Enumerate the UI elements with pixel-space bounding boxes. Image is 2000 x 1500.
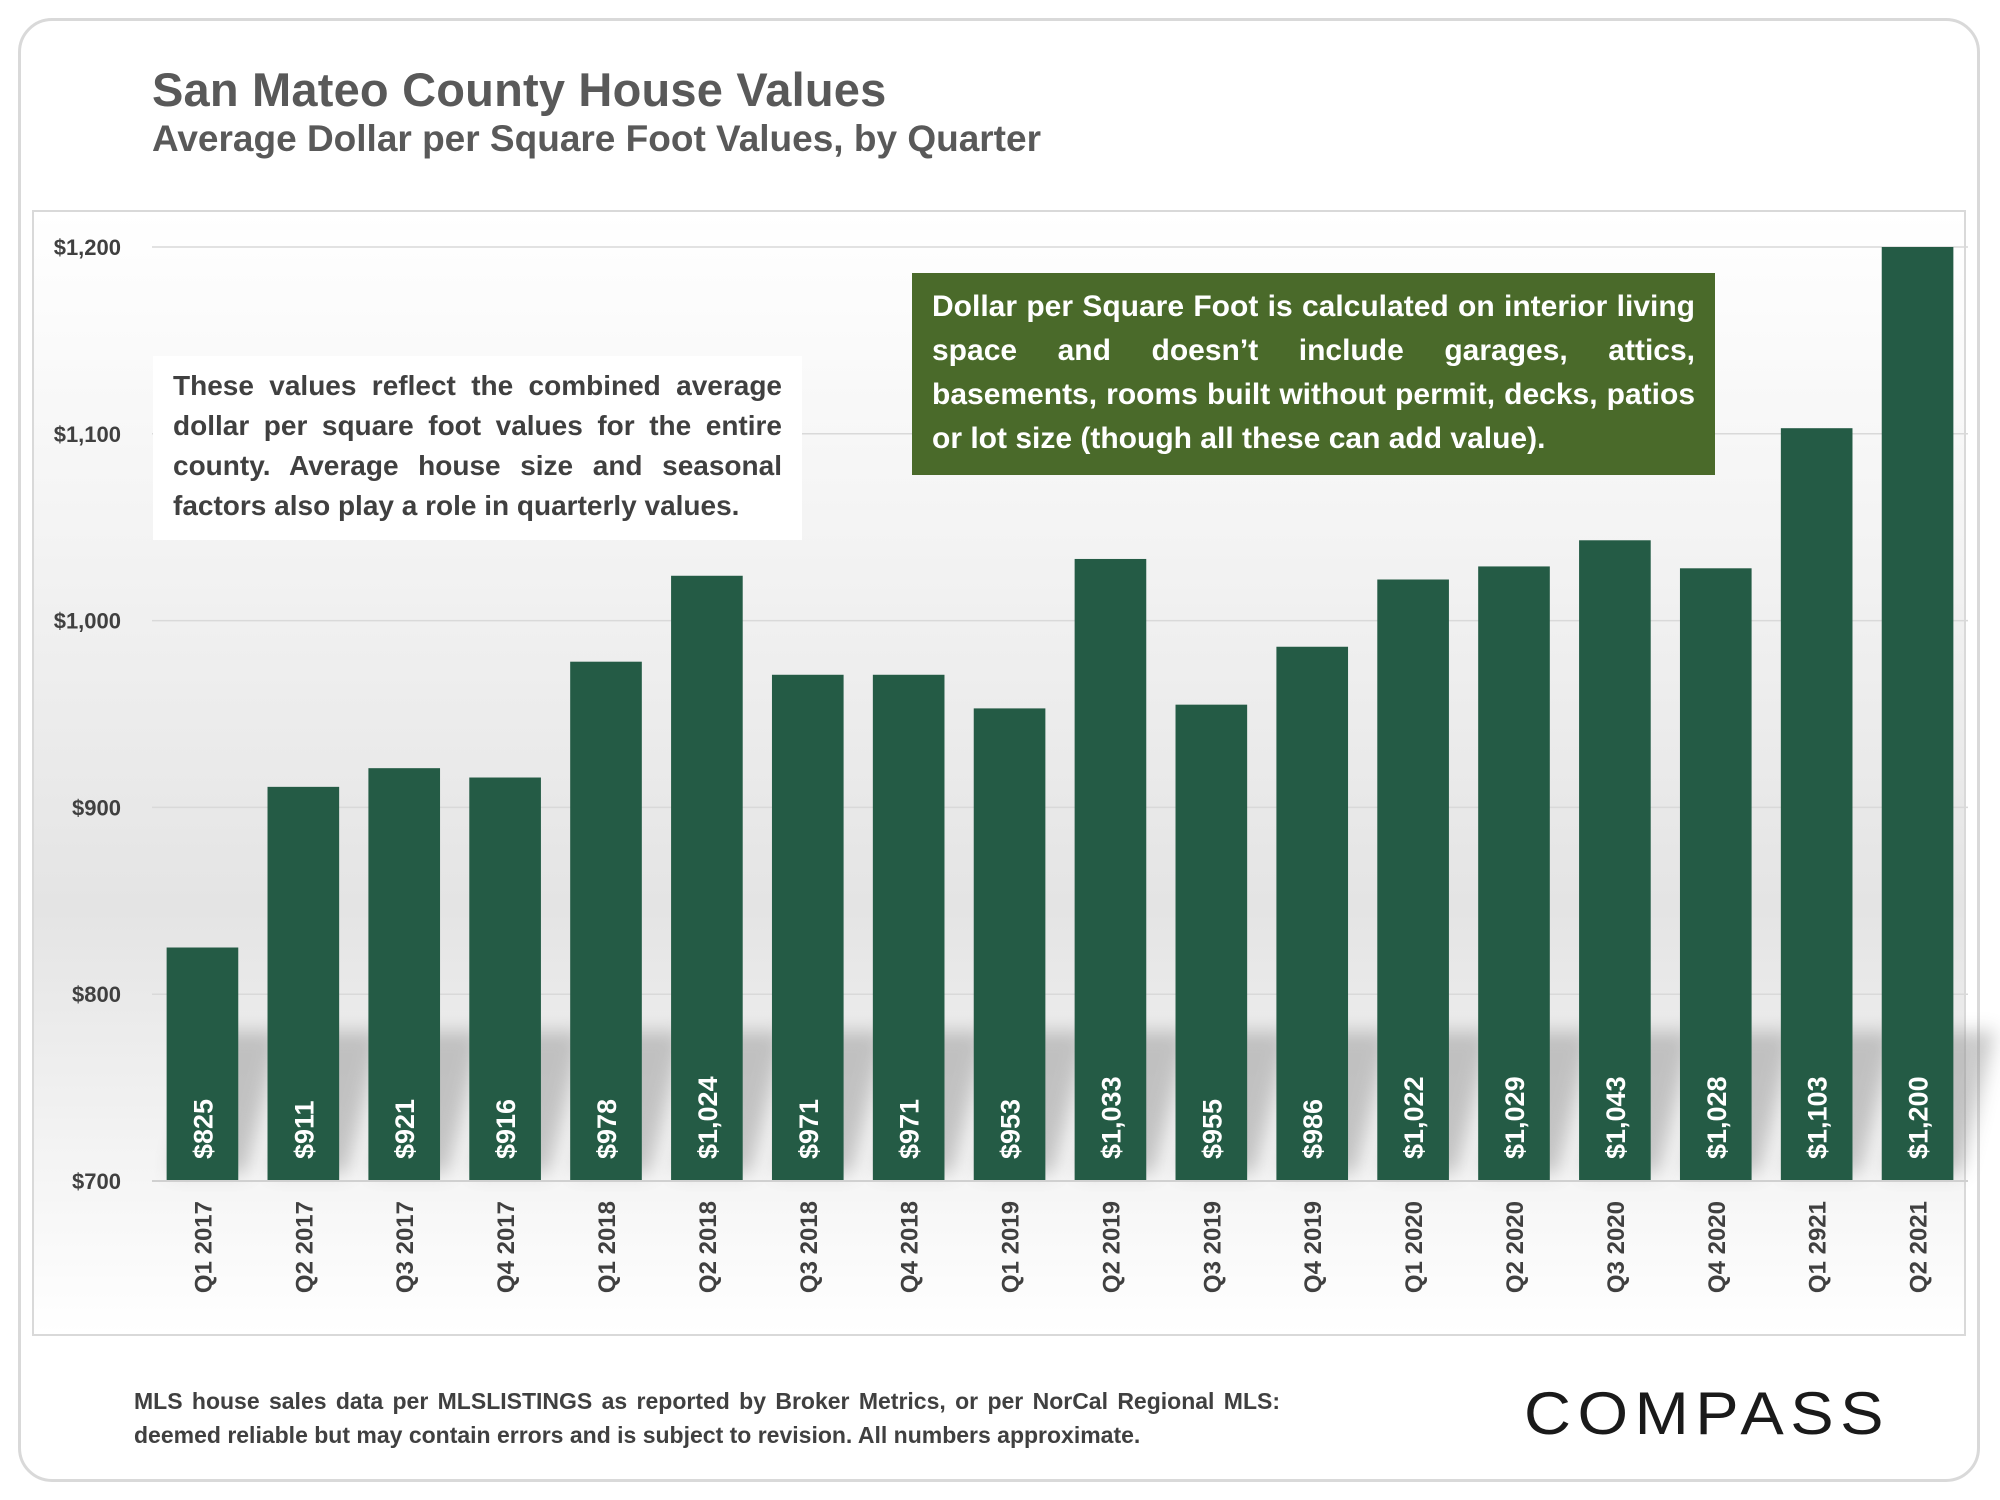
compass-logo: COMPASS (1524, 1380, 1890, 1447)
x-tick-label: Q2 2020 (1502, 1201, 1529, 1293)
x-tick-label: Q4 2017 (493, 1201, 520, 1293)
x-tick-label: Q1 2020 (1401, 1201, 1428, 1293)
bar (1881, 247, 1954, 1181)
x-tick-label: Q2 2019 (1098, 1201, 1125, 1293)
bar (1175, 704, 1248, 1181)
bar (1478, 566, 1550, 1181)
x-tick-label: Q3 2017 (392, 1201, 419, 1293)
bar (570, 661, 642, 1181)
chart-title: San Mateo County House Values (152, 63, 887, 116)
bar-value-label: $921 (390, 1099, 420, 1159)
bar-value-label: $953 (996, 1099, 1026, 1159)
y-tick-label: $1,100 (54, 422, 121, 447)
bar (671, 575, 743, 1181)
x-tick-label: Q4 2020 (1704, 1201, 1731, 1293)
x-tick-label: Q1 2019 (998, 1201, 1025, 1293)
x-axis: Q1 2017 Q2 2017 Q3 2017 Q4 2017 Q1 2018 Q2 20… (152, 1180, 1968, 1293)
y-tick-label: $800 (72, 982, 121, 1007)
right-note-box: Dollar per Square Foot is calculated on … (912, 273, 1715, 475)
bar-value-label: $971 (895, 1099, 925, 1159)
left-note-box: These values reflect the combined averag… (153, 356, 802, 540)
bar (368, 768, 441, 1181)
bar-value-label: $1,200 (1904, 1076, 1934, 1159)
x-tick-label: Q3 2018 (796, 1201, 823, 1293)
x-tick-label: Q2 2021 (1906, 1201, 1933, 1293)
y-tick-label: $1,200 (54, 235, 121, 260)
bar-value-label: $911 (289, 1100, 319, 1159)
bar (973, 708, 1046, 1181)
x-tick-label: Q1 2017 (190, 1201, 217, 1293)
bar (1679, 568, 1752, 1181)
bar (267, 786, 340, 1181)
bar-value-label: $1,028 (1702, 1076, 1732, 1159)
bar (1074, 558, 1147, 1181)
x-tick-label: Q3 2019 (1199, 1201, 1226, 1293)
bar (1377, 579, 1449, 1181)
y-tick-label: $1,000 (54, 609, 121, 634)
y-tick-label: $700 (72, 1169, 121, 1194)
bar-value-label: $1,103 (1803, 1076, 1833, 1159)
bar-value-label: $916 (491, 1099, 521, 1159)
x-tick-label: Q2 2017 (291, 1201, 318, 1293)
chart-subtitle: Average Dollar per Square Foot Values, b… (152, 118, 1041, 159)
source-footnote: MLS house sales data per MLSLISTINGS as … (134, 1388, 1280, 1448)
bar (469, 777, 541, 1181)
x-tick-label: Q2 2018 (695, 1201, 722, 1293)
bar-value-label: $825 (188, 1099, 218, 1159)
bar-value-label: $1,022 (1399, 1076, 1429, 1159)
bar-value-label: $971 (794, 1099, 824, 1159)
bar-value-label: $978 (592, 1099, 622, 1159)
bars: $825 $911 $921 $916 $978 $1,024 $971 $971 $953 $1… (166, 247, 1954, 1181)
bar (872, 674, 945, 1181)
x-tick-label: Q4 2019 (1300, 1201, 1327, 1293)
bar (1276, 646, 1349, 1181)
x-tick-label: Q3 2020 (1603, 1201, 1630, 1293)
bar-value-label: $1,033 (1096, 1076, 1126, 1159)
bar-value-label: $1,043 (1601, 1076, 1631, 1159)
y-axis: $700 $800 $900 $1,000 $1,100 $1,200 (54, 235, 121, 1194)
x-tick-label: Q1 2018 (594, 1201, 621, 1293)
bar-value-label: $955 (1197, 1099, 1227, 1159)
x-tick-label: Q1 2921 (1805, 1201, 1832, 1293)
bar (166, 947, 239, 1181)
bar (1780, 428, 1853, 1181)
bar (771, 674, 844, 1181)
bar-value-label: $986 (1298, 1099, 1328, 1159)
x-tick-label: Q4 2018 (897, 1201, 924, 1293)
bar-value-label: $1,024 (693, 1076, 723, 1159)
y-tick-label: $900 (72, 795, 121, 820)
compass-logo-text: COMPASS (1524, 1380, 1890, 1447)
bar (1579, 540, 1651, 1181)
bar-value-label: $1,029 (1500, 1076, 1530, 1159)
